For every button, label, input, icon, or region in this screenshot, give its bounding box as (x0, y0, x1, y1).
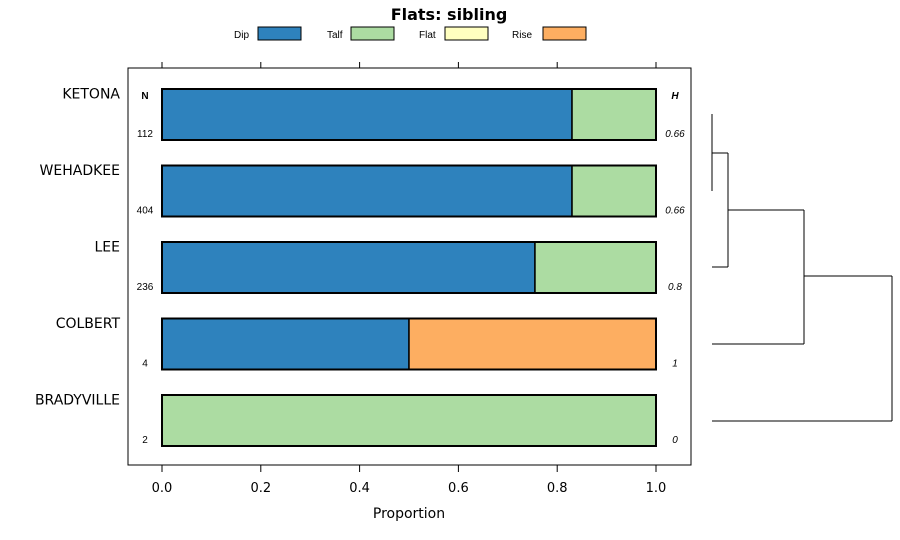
bar-outline (161, 394, 657, 447)
bar-segment-dip (161, 88, 573, 141)
legend-label-talf: Talf (327, 30, 343, 41)
h-value: 1 (672, 359, 678, 370)
legend-swatch-dip (257, 26, 302, 41)
category-label: COLBERT (56, 316, 121, 332)
bar-segment-dip (161, 241, 536, 294)
x-tick-label: 0.8 (547, 481, 568, 496)
bar-segment-rise (408, 317, 657, 371)
h-value: 0.8 (668, 282, 682, 293)
legend: Dip Talf Flat Rise (234, 26, 587, 41)
bars (161, 88, 657, 447)
x-tick-label: 1.0 (646, 481, 667, 496)
x-tick-label: 0.6 (448, 481, 469, 496)
legend-swatch-flat (444, 26, 489, 41)
category-labels: KETONA WEHADKEE LEE COLBERT BRADYVILLE (35, 87, 121, 409)
bar-segment-talf (161, 394, 657, 447)
n-value: 112 (137, 129, 153, 140)
h-column: H 0.66 0.66 0.8 1 0 (665, 91, 685, 446)
category-label: WEHADKEE (40, 163, 120, 179)
bar-outline (161, 164, 657, 218)
n-value: 404 (137, 206, 154, 217)
plot-frame (127, 67, 692, 466)
h-value: 0 (672, 435, 678, 446)
x-axis: 0.0 0.2 0.4 0.6 0.8 1.0 (152, 465, 667, 496)
n-value: 4 (142, 359, 148, 370)
bar-outline (161, 88, 657, 141)
h-value: 0.66 (665, 129, 685, 140)
top-axis-ticks (161, 62, 657, 68)
bar-segment-talf (571, 164, 657, 218)
bar-segment-talf (534, 241, 657, 294)
bar-segment-dip (161, 164, 573, 218)
legend-label-rise: Rise (512, 30, 532, 41)
x-tick-label: 0.0 (152, 481, 173, 496)
legend-label-dip: Dip (234, 30, 249, 41)
x-axis-title: Proportion (373, 506, 445, 522)
n-value: 236 (137, 282, 154, 293)
bar-outline (161, 317, 657, 371)
bar-segment-talf (571, 88, 657, 141)
n-value: 2 (142, 435, 148, 446)
dendrogram (711, 114, 893, 422)
chart-title: Flats: sibling (391, 5, 508, 24)
category-label: BRADYVILLE (35, 393, 120, 409)
legend-swatch-rise (542, 26, 587, 41)
h-header: H (671, 91, 679, 102)
category-label: KETONA (62, 87, 120, 103)
bar-segment-dip (161, 317, 410, 371)
n-header: N (141, 91, 148, 102)
legend-swatch-talf (350, 26, 395, 41)
x-tick-label: 0.4 (349, 481, 370, 496)
n-column: N 112 404 236 4 2 (137, 91, 154, 446)
h-value: 0.66 (665, 206, 685, 217)
legend-label-flat: Flat (419, 30, 436, 41)
category-label: LEE (95, 240, 121, 256)
x-tick-label: 0.2 (250, 481, 271, 496)
bar-outline (161, 241, 657, 294)
